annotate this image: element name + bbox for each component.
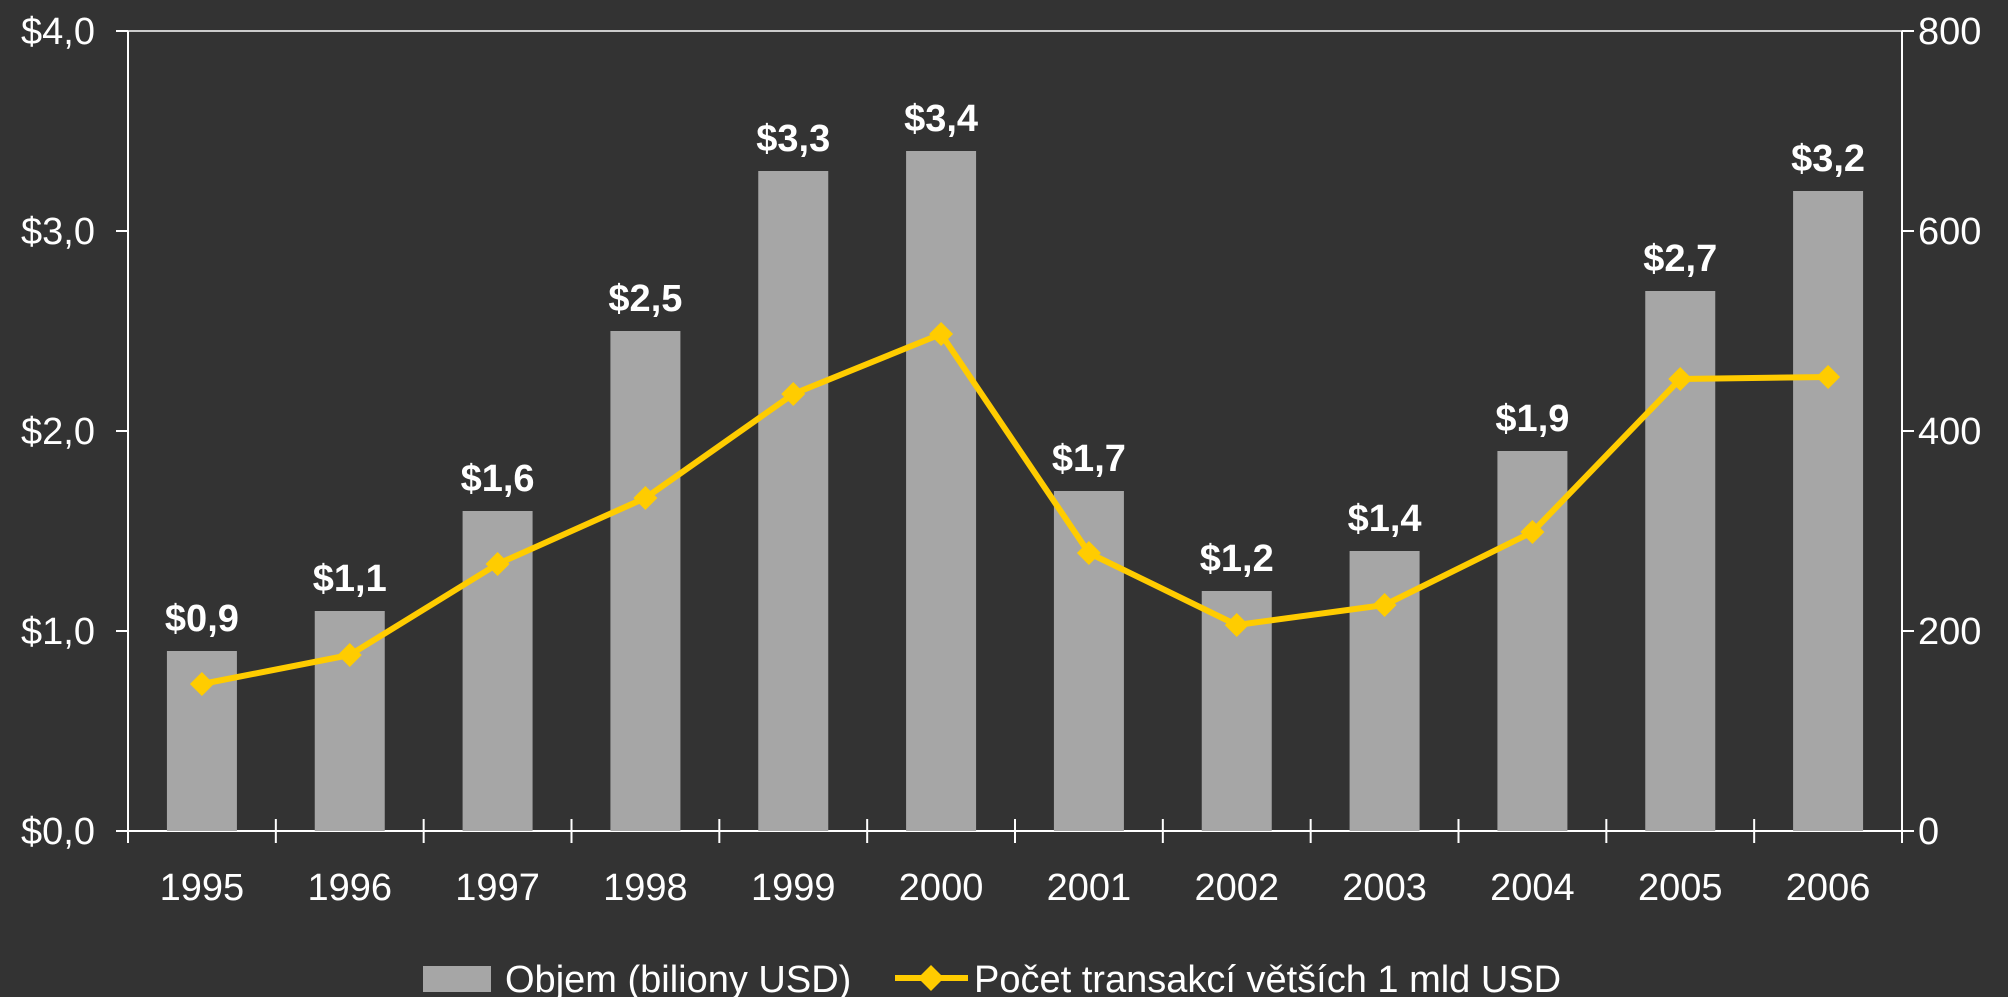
x-tick-label: 2001 [1047, 867, 1132, 909]
deals-marker [1076, 541, 1101, 565]
deals-marker [1224, 613, 1249, 637]
line-series [189, 322, 1841, 696]
deals-marker [633, 486, 658, 510]
y-left-tick-label: $2,0 [21, 411, 95, 453]
bar [758, 171, 829, 831]
legend-label-volume: Objem (biliony USD) [505, 959, 851, 997]
x-tick-label: 2006 [1786, 867, 1871, 909]
axes: $0,0 $1,0 $2,0 $3,0 $4,0 0 200 400 600 800 1995 199… [21, 11, 1981, 909]
bar-data-label: $2,5 [608, 278, 682, 320]
legend-swatch-deals-marker [918, 965, 944, 991]
bar-data-label: $1,1 [313, 558, 387, 600]
y-left-tick-label: $1,0 [21, 611, 95, 653]
bar-data-label: $3,4 [904, 98, 978, 140]
bar-data-labels: $0,9 $1,1 $1,6 $2,5 $3,3 $3,4 $1,7 $1,2 $1,4 $1,9… [165, 98, 1865, 640]
bar-data-label: $3,2 [1791, 138, 1865, 180]
deals-marker [189, 672, 214, 696]
x-tick-label: 1997 [455, 867, 540, 909]
x-tick-label: 2002 [1194, 867, 1279, 909]
y-right-tick-label: 800 [1918, 11, 1981, 53]
bar-data-label: $1,4 [1348, 498, 1422, 540]
deals-marker [1816, 365, 1841, 389]
bar-data-label: $1,9 [1495, 398, 1569, 440]
y-right-tick-label: 200 [1918, 611, 1981, 653]
x-tick-label: 2004 [1490, 867, 1575, 909]
deals-marker [929, 322, 954, 346]
bar-data-label: $1,6 [461, 458, 535, 500]
bar [906, 151, 977, 831]
legend: Objem (biliony USD) Počet transakcí větš… [423, 959, 1561, 997]
x-tick-label: 2003 [1342, 867, 1427, 909]
bar-data-label: $1,7 [1052, 438, 1126, 480]
deals-marker [781, 382, 806, 406]
deals-line [201, 331, 1829, 687]
bar [1497, 451, 1568, 831]
x-tick-label: 1999 [751, 867, 836, 909]
bar-data-label: $1,2 [1200, 538, 1274, 580]
deals-marker [1520, 520, 1545, 544]
y-left-tick-label: $4,0 [21, 11, 95, 53]
x-tick-label: 2005 [1638, 867, 1723, 909]
bar-data-label: $0,9 [165, 598, 239, 640]
x-tick-label: 1998 [603, 867, 688, 909]
deals-marker [1668, 367, 1693, 391]
deals-marker [1372, 593, 1397, 617]
x-tick-label: 1995 [160, 867, 245, 909]
y-right-tick-label: 600 [1918, 211, 1981, 253]
bar [1793, 191, 1864, 831]
y-left-tick-label: $0,0 [21, 811, 95, 853]
legend-swatch-volume [423, 966, 491, 992]
bar-data-label: $2,7 [1643, 238, 1717, 280]
y-left-tick-label: $3,0 [21, 211, 95, 253]
deals-marker [337, 643, 362, 667]
bar [610, 331, 681, 831]
bar-data-label: $3,3 [756, 118, 830, 160]
x-tick-label: 1996 [307, 867, 392, 909]
x-tick-label: 2000 [899, 867, 984, 909]
y-right-tick-label: 400 [1918, 411, 1981, 453]
deals-marker [485, 552, 510, 576]
bar-series [166, 151, 1864, 831]
legend-label-deals: Počet transakcí větších 1 mld USD [974, 959, 1561, 997]
y-right-tick-label: 0 [1918, 811, 1939, 853]
